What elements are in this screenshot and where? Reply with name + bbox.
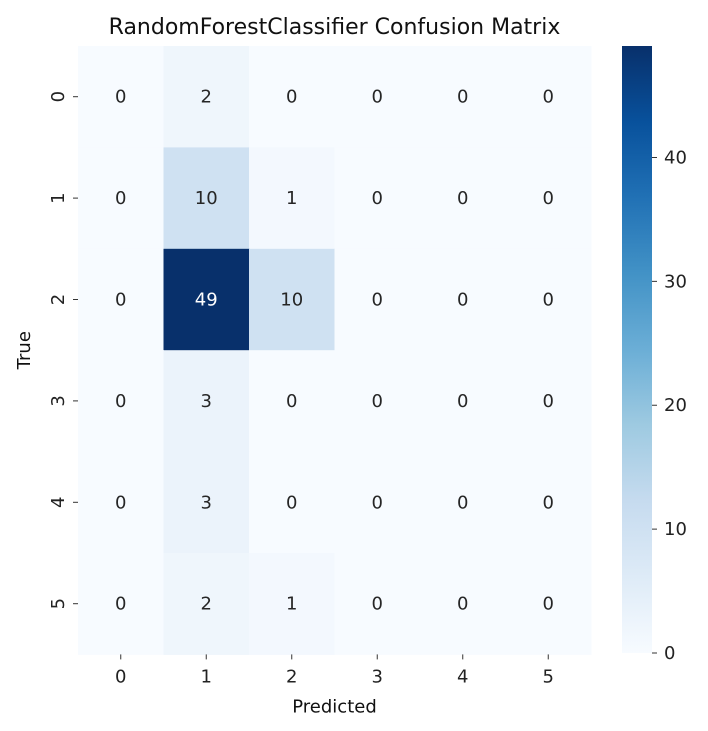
heatmap-cell-r3-c4 [420, 350, 506, 453]
cell-value-r4-c4: 0 [457, 492, 468, 513]
cell-value-r3-c5: 0 [543, 391, 554, 412]
colorbar [622, 46, 652, 653]
heatmap-cell-r3-c3 [334, 350, 421, 453]
colorbar-tick-label: 10 [664, 519, 687, 540]
heatmap-cell-r5-c2 [249, 553, 335, 655]
y-axis-ticks: 0 1 2 3 4 5 [48, 91, 78, 609]
x-tick-label: 1 [201, 666, 212, 687]
cell-value-r4-c1: 3 [201, 492, 212, 513]
cell-value-r1-c1: 10 [195, 188, 218, 209]
heatmap-cell-r4-c2 [249, 451, 335, 554]
colorbar-tick-label: 20 [664, 395, 687, 416]
heatmap-cell-r4-c0 [78, 451, 164, 554]
y-tick-label: 3 [48, 395, 69, 406]
cell-value-r2-c3: 0 [372, 290, 383, 311]
cell-value-r1-c4: 0 [457, 188, 468, 209]
heatmap-cell-r4-c5 [505, 451, 592, 554]
cell-value-r5-c4: 0 [457, 594, 468, 615]
heatmap-cell-r4-c1 [163, 451, 250, 554]
heatmap-cell-r5-c3 [334, 553, 421, 655]
heatmap-cell-r5-c5 [505, 553, 592, 655]
x-tick-label: 0 [115, 666, 126, 687]
heatmap-cell-r0-c3 [334, 46, 421, 148]
cell-value-r0-c2: 0 [286, 87, 297, 108]
heatmap-cell-r3-c1 [163, 350, 250, 453]
cell-value-r1-c2: 1 [286, 188, 297, 209]
cell-value-r2-c1: 49 [195, 290, 218, 311]
heatmap-cell-r1-c3 [334, 147, 421, 250]
heatmap-cell-r4-c4 [420, 451, 506, 554]
cell-value-r1-c0: 0 [115, 188, 126, 209]
heatmap-cell-r0-c4 [420, 46, 506, 148]
cell-value-r0-c3: 0 [372, 87, 383, 108]
colorbar-tick-label: 30 [664, 271, 687, 292]
heatmap-cell-r0-c0 [78, 46, 164, 148]
heatmap-cell-r0-c5 [505, 46, 592, 148]
x-tick-label: 5 [543, 666, 554, 687]
heatmap-cell-r2-c4 [420, 248, 506, 351]
cell-value-r2-c5: 0 [543, 290, 554, 311]
cell-value-r0-c1: 2 [201, 87, 212, 108]
heatmap-cell-r1-c5 [505, 147, 592, 250]
y-tick-label: 2 [48, 294, 69, 305]
cell-value-r4-c2: 0 [286, 492, 297, 513]
cell-value-r0-c5: 0 [543, 87, 554, 108]
heatmap-cell-r4-c3 [334, 451, 421, 554]
heatmap-cell-labels: 0 2 0 0 0 00 10 1 0 0 00 49 10 0 0 00 3 0 0 0 00 3 0 0 0 00 2 1 0 0 0 [115, 87, 554, 615]
cell-value-r3-c0: 0 [115, 391, 126, 412]
colorbar-ticks: 0 10 20 30 40 [652, 147, 687, 664]
heatmap-cell-r2-c1 [163, 248, 250, 351]
x-tick-label: 4 [457, 666, 468, 687]
cell-value-r5-c5: 0 [543, 594, 554, 615]
cell-value-r4-c3: 0 [372, 492, 383, 513]
heatmap-cell-r5-c0 [78, 553, 164, 655]
cell-value-r1-c5: 0 [543, 188, 554, 209]
heatmap-cell-r3-c5 [505, 350, 592, 453]
cell-value-r5-c3: 0 [372, 594, 383, 615]
heatmap-cell-r0-c1 [163, 46, 250, 148]
heatmap-cell-r2-c0 [78, 248, 164, 351]
cell-value-r2-c4: 0 [457, 290, 468, 311]
y-tick-label: 4 [48, 497, 69, 508]
heatmap-cell-r2-c5 [505, 248, 592, 351]
cell-value-r3-c4: 0 [457, 391, 468, 412]
cell-value-r3-c2: 0 [286, 391, 297, 412]
chart-title: RandomForestClassifier Confusion Matrix [109, 15, 561, 40]
cell-value-r0-c4: 0 [457, 87, 468, 108]
heatmap-cell-r1-c0 [78, 147, 164, 250]
cell-value-r3-c1: 3 [201, 391, 212, 412]
x-tick-label: 2 [286, 666, 297, 687]
cell-value-r4-c0: 0 [115, 492, 126, 513]
heatmap-cell-r0-c2 [249, 46, 335, 148]
heatmap-cell-r1-c2 [249, 147, 335, 250]
heatmap-cell-r2-c2 [249, 248, 335, 351]
heatmap-cell-r3-c0 [78, 350, 164, 453]
heatmap-cell-r5-c1 [163, 553, 250, 655]
heatmap-cell-r3-c2 [249, 350, 335, 453]
cell-value-r2-c0: 0 [115, 290, 126, 311]
cell-value-r5-c0: 0 [115, 594, 126, 615]
heatmap-cells [78, 46, 592, 655]
heatmap-cell-r1-c1 [163, 147, 250, 250]
cell-value-r5-c1: 2 [201, 594, 212, 615]
heatmap-cell-r1-c4 [420, 147, 506, 250]
x-axis-ticks: 0 1 2 3 4 5 [115, 654, 554, 687]
heatmap-cell-r5-c4 [420, 553, 506, 655]
cell-value-r3-c3: 0 [372, 391, 383, 412]
colorbar-tick-label: 0 [664, 643, 675, 664]
y-tick-label: 1 [48, 192, 69, 203]
cell-value-r4-c5: 0 [543, 492, 554, 513]
x-tick-label: 3 [372, 666, 383, 687]
colorbar-tick-label: 40 [664, 147, 687, 168]
cell-value-r1-c3: 0 [372, 188, 383, 209]
heatmap-cell-r2-c3 [334, 248, 421, 351]
cell-value-r5-c2: 1 [286, 594, 297, 615]
cell-value-r2-c2: 10 [280, 290, 303, 311]
cell-value-r0-c0: 0 [115, 87, 126, 108]
y-axis-label: True [14, 331, 35, 370]
y-tick-label: 0 [48, 91, 69, 102]
x-axis-label: Predicted [292, 696, 377, 717]
y-tick-label: 5 [48, 598, 69, 609]
